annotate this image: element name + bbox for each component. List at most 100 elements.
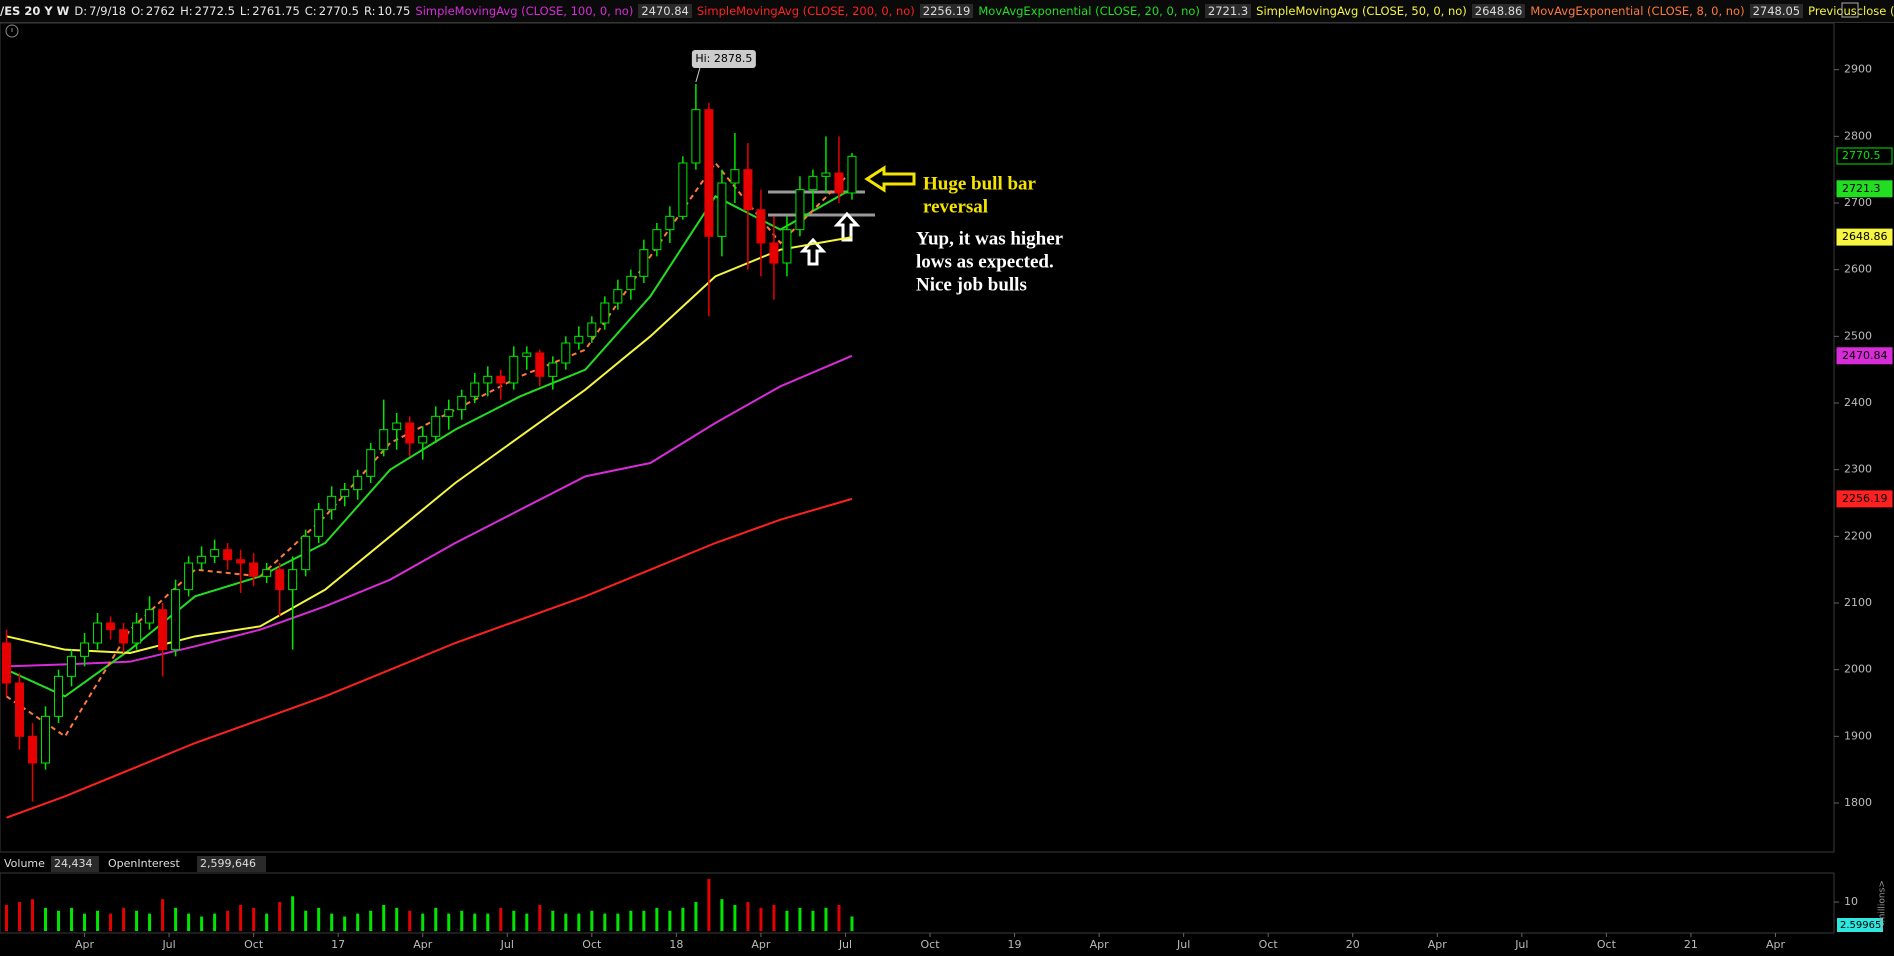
volume-bar (187, 913, 191, 931)
y-tick-label: 2700 (1844, 196, 1872, 209)
candle-body (639, 249, 649, 277)
candle-body (262, 569, 272, 577)
x-tick-label: 20 (1346, 938, 1360, 951)
x-tick-label: Apr (75, 938, 95, 951)
candle-body (80, 642, 90, 657)
candle-body (327, 495, 337, 511)
study-value: 2648.86 (1471, 4, 1526, 18)
volume-bar (421, 913, 425, 931)
candle-body (379, 429, 389, 451)
volume-bar (369, 910, 373, 931)
quote-value: 7/9/18 (89, 4, 127, 18)
volume-bar (330, 913, 334, 931)
x-tick-label: Apr (1090, 938, 1110, 951)
volume-bar (473, 913, 477, 931)
x-tick-label: Apr (751, 938, 771, 951)
candle-body (717, 182, 727, 237)
volume-header-box (51, 856, 99, 872)
annotation: reversal (923, 196, 988, 217)
volume-bar (408, 910, 412, 931)
candle-body (834, 172, 844, 194)
annotation: Yup, it was higher (916, 228, 1064, 249)
axis-badge (1836, 228, 1893, 246)
x-tick-label: 19 (1008, 938, 1022, 951)
x-tick-label: 21 (1684, 938, 1698, 951)
volume-bar (18, 902, 22, 931)
candle-body (691, 109, 701, 164)
hi-label: Hi: 2878.5 (695, 52, 752, 65)
info-icon[interactable] (5, 24, 19, 38)
axis-badge-label: 2256.19 (1842, 492, 1888, 505)
candle-body (613, 289, 623, 304)
quote-label: C: (304, 4, 317, 18)
annotation: lows as expected. (916, 251, 1054, 272)
y-tick-label: 1800 (1844, 796, 1872, 809)
axis-badge-label: 2770.5 (1842, 149, 1881, 162)
volume-bar (356, 913, 360, 931)
volume-bar (785, 910, 789, 931)
volume-bar (525, 913, 529, 931)
study-value: 2470.84 (638, 4, 692, 18)
yellow-arrow (864, 165, 916, 193)
candle-body (535, 352, 545, 377)
y-tick-label: 2400 (1844, 396, 1872, 409)
candle-body (93, 622, 103, 644)
volume-bar (70, 907, 74, 931)
quote-value: 2770.5 (318, 4, 359, 18)
header-bar: /ES 20 Y W D: 7/9/18 O: 2762 H: 2772.5 L: 2761.7… (0, 0, 1894, 23)
candle-body (483, 375, 493, 384)
candle-body (405, 422, 415, 444)
candle-body (431, 415, 441, 437)
volume-bar (447, 913, 451, 931)
axis-badge (1836, 147, 1893, 165)
white-arrow (799, 237, 827, 266)
candle-body (795, 189, 805, 231)
white-arrow (833, 211, 861, 242)
candle-body (301, 535, 311, 571)
volume-bar (759, 907, 763, 931)
volume-bar (265, 913, 269, 931)
hi-label-pointer (695, 67, 701, 83)
volume-bar (655, 907, 659, 931)
volume-bar (850, 916, 854, 931)
annotation: Nice job bulls (916, 274, 1027, 295)
volume-bar (577, 913, 581, 931)
candle-body (444, 409, 454, 417)
candle-body (236, 559, 246, 564)
x-tick-label: Oct (244, 938, 264, 951)
candle-body (600, 302, 610, 324)
volume-bar (772, 904, 776, 931)
study-name: Previousclose (DAY, 1, -1, yes) (1808, 4, 1894, 18)
volume-bar (5, 904, 9, 931)
moving-average (6, 236, 853, 655)
x-tick-label: Jul (1176, 938, 1190, 951)
volume-bar (746, 902, 750, 931)
settings-icon[interactable] (1841, 2, 1859, 18)
quote-value: 2761.75 (252, 4, 300, 18)
volume-bar (252, 907, 256, 931)
candle-body (28, 735, 38, 764)
study-name: MovAvgExponential (CLOSE, 20, 0, no) (978, 4, 1200, 18)
volume-bar (109, 913, 113, 931)
volume-y-tick-label: 10 (1844, 895, 1858, 908)
candle-body (808, 175, 818, 191)
moving-average (5, 161, 853, 738)
axis-badge (1836, 347, 1893, 365)
y-tick-label: 1900 (1844, 729, 1872, 742)
volume-bar (213, 913, 217, 931)
volume-bar (148, 913, 152, 931)
x-tick-label: Jul (500, 938, 514, 951)
volume-bar (434, 907, 438, 931)
x-tick-label: Jul (161, 938, 175, 951)
volume-bar (811, 910, 815, 931)
quote-label: D: (74, 4, 88, 18)
candle-body (457, 395, 467, 411)
candle-body (288, 569, 298, 591)
price-panel (0, 22, 1835, 853)
volume-bar (824, 907, 828, 931)
candle-body (665, 215, 675, 231)
candle-body (132, 622, 142, 644)
candle-body (509, 355, 519, 384)
y-tick-label: 2200 (1844, 529, 1872, 542)
